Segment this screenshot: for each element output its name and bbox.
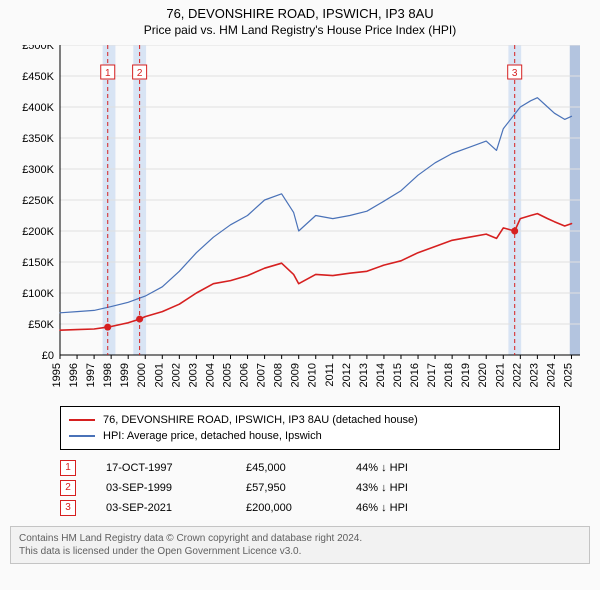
sale-marker-dot [136, 316, 143, 323]
svg-text:2009: 2009 [290, 363, 302, 387]
sale-badge: 2 [60, 480, 76, 496]
svg-text:2012: 2012 [341, 363, 353, 387]
legend-item: 76, DEVONSHIRE ROAD, IPSWICH, IP3 8AU (d… [69, 412, 551, 428]
svg-text:£300K: £300K [22, 164, 54, 176]
svg-text:1997: 1997 [85, 363, 97, 387]
svg-text:2003: 2003 [187, 363, 199, 387]
chart-title: 76, DEVONSHIRE ROAD, IPSWICH, IP3 8AU [0, 6, 600, 21]
svg-text:£100K: £100K [22, 288, 54, 300]
svg-text:2011: 2011 [324, 363, 336, 387]
svg-text:1995: 1995 [51, 363, 63, 387]
svg-text:2006: 2006 [239, 363, 251, 387]
svg-text:2021: 2021 [494, 363, 506, 387]
svg-text:£400K: £400K [22, 102, 54, 114]
sale-badge: 3 [60, 500, 76, 516]
legend-label: HPI: Average price, detached house, Ipsw… [103, 428, 322, 444]
page-root: 76, DEVONSHIRE ROAD, IPSWICH, IP3 8AU Pr… [0, 0, 600, 590]
legend-item: HPI: Average price, detached house, Ipsw… [69, 428, 551, 444]
svg-text:2008: 2008 [273, 363, 285, 387]
svg-text:£200K: £200K [22, 226, 54, 238]
svg-text:2013: 2013 [358, 363, 370, 387]
svg-text:2000: 2000 [136, 363, 148, 387]
sale-delta: 43% ↓ HPI [356, 478, 446, 498]
legend-label: 76, DEVONSHIRE ROAD, IPSWICH, IP3 8AU (d… [103, 412, 418, 428]
sale-row: 1 17-OCT-1997 £45,000 44% ↓ HPI [60, 458, 560, 478]
svg-text:2004: 2004 [204, 363, 216, 387]
svg-text:2017: 2017 [426, 363, 438, 387]
sale-delta: 44% ↓ HPI [356, 458, 446, 478]
svg-text:£150K: £150K [22, 257, 54, 269]
sale-date: 03-SEP-1999 [106, 478, 216, 498]
svg-text:£450K: £450K [22, 71, 54, 83]
svg-text:2015: 2015 [392, 363, 404, 387]
svg-text:2022: 2022 [511, 363, 523, 387]
sale-price: £57,950 [246, 478, 326, 498]
attribution-footer: Contains HM Land Registry data © Crown c… [10, 526, 590, 564]
legend-box: 76, DEVONSHIRE ROAD, IPSWICH, IP3 8AU (d… [60, 406, 560, 450]
svg-text:1: 1 [105, 68, 111, 79]
svg-text:1996: 1996 [68, 363, 80, 387]
sale-price: £45,000 [246, 458, 326, 478]
svg-text:2007: 2007 [256, 363, 268, 387]
price-chart: £0 £50K £100K £150K £200K £250K £300K £350K £400… [10, 45, 590, 395]
svg-text:2016: 2016 [409, 363, 421, 387]
legend-swatch [69, 435, 95, 437]
svg-text:2020: 2020 [477, 363, 489, 387]
svg-text:£350K: £350K [22, 133, 54, 145]
legend-swatch [69, 419, 95, 421]
svg-text:2025: 2025 [562, 363, 574, 387]
svg-text:£50K: £50K [28, 319, 54, 331]
sale-date: 17-OCT-1997 [106, 458, 216, 478]
sale-badge: 1 [60, 460, 76, 476]
svg-text:2024: 2024 [545, 363, 557, 387]
footer-line-1: Contains HM Land Registry data © Crown c… [19, 532, 581, 545]
svg-text:2018: 2018 [443, 363, 455, 387]
sale-date: 03-SEP-2021 [106, 498, 216, 518]
svg-text:2023: 2023 [528, 363, 540, 387]
svg-text:3: 3 [512, 68, 518, 79]
svg-text:2001: 2001 [153, 363, 165, 387]
svg-text:2: 2 [137, 68, 143, 79]
chart-container: £0 £50K £100K £150K £200K £250K £300K £350K £400… [10, 45, 590, 400]
sale-delta: 46% ↓ HPI [356, 498, 446, 518]
sales-table: 1 17-OCT-1997 £45,000 44% ↓ HPI 2 03-SEP-1999… [60, 458, 560, 518]
sale-row: 3 03-SEP-2021 £200,000 46% ↓ HPI [60, 498, 560, 518]
sale-price: £200,000 [246, 498, 326, 518]
sale-row: 2 03-SEP-1999 £57,950 43% ↓ HPI [60, 478, 560, 498]
svg-text:1999: 1999 [119, 363, 131, 387]
svg-text:£500K: £500K [22, 45, 54, 52]
svg-text:2005: 2005 [221, 363, 233, 387]
svg-text:2002: 2002 [170, 363, 182, 387]
svg-text:1998: 1998 [102, 363, 114, 387]
svg-text:2014: 2014 [375, 363, 387, 387]
title-block: 76, DEVONSHIRE ROAD, IPSWICH, IP3 8AU Pr… [0, 0, 600, 37]
chart-subtitle: Price paid vs. HM Land Registry's House … [0, 23, 600, 37]
svg-text:£0: £0 [42, 350, 54, 362]
svg-text:2019: 2019 [460, 363, 472, 387]
svg-text:2010: 2010 [307, 363, 319, 387]
footer-line-2: This data is licensed under the Open Gov… [19, 545, 581, 558]
sale-marker-dot [511, 228, 518, 235]
sale-marker-dot [104, 324, 111, 331]
svg-text:£250K: £250K [22, 195, 54, 207]
